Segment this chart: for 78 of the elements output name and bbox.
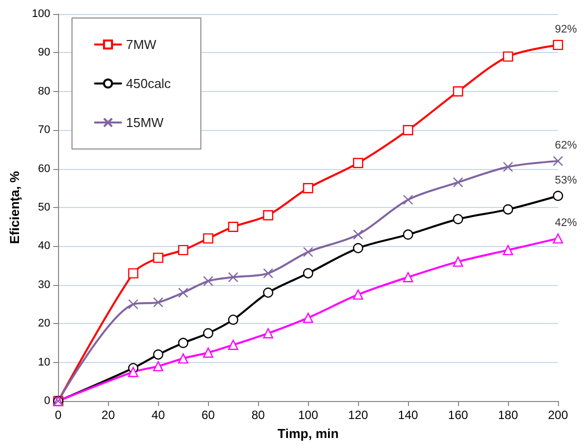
point	[552, 190, 564, 201]
point	[303, 246, 314, 258]
point	[452, 256, 464, 267]
y-tick-label: 10	[38, 356, 50, 368]
point	[552, 40, 564, 50]
point	[263, 210, 274, 220]
point	[228, 340, 238, 350]
y-tick-label: 90	[38, 46, 50, 59]
point	[402, 194, 414, 205]
x-tick-label: 200	[548, 408, 568, 422]
y-tick-label: 70	[38, 124, 50, 136]
data-label: 92%	[554, 23, 578, 36]
point	[263, 268, 274, 278]
point	[552, 156, 564, 166]
point	[153, 361, 164, 372]
x-tick-label: 0	[54, 408, 62, 422]
y-tick-label: 0	[44, 395, 50, 407]
legend-label: 15MW	[126, 115, 164, 130]
point	[203, 276, 214, 286]
point	[402, 229, 414, 240]
point	[263, 328, 274, 338]
point	[452, 214, 464, 224]
point	[203, 328, 214, 338]
point	[502, 51, 514, 62]
point	[402, 272, 414, 282]
x-tick-label: 60	[201, 408, 216, 422]
y-tick-label: 80	[38, 85, 50, 98]
point	[353, 289, 364, 300]
y-axis-title: Eficienţa, %	[7, 170, 22, 244]
point	[178, 244, 188, 256]
legend-label: 7MW	[126, 37, 158, 52]
point	[178, 288, 188, 298]
x-tick-label: 180	[498, 408, 518, 422]
point	[303, 312, 314, 323]
point	[178, 353, 188, 364]
point	[502, 162, 514, 172]
y-tick-label: 100	[32, 8, 50, 20]
point	[402, 125, 414, 136]
point	[263, 288, 274, 298]
point	[128, 268, 138, 278]
point	[552, 233, 564, 244]
point	[353, 158, 364, 168]
data-label: 62%	[554, 139, 578, 152]
point	[203, 233, 214, 244]
point	[178, 338, 188, 348]
point	[228, 314, 238, 325]
point	[228, 272, 238, 282]
point	[153, 252, 164, 263]
x-tick-label: 160	[448, 408, 468, 422]
point	[502, 244, 514, 256]
point	[128, 299, 138, 310]
point	[128, 366, 138, 378]
point	[203, 348, 214, 358]
x-tick-label: 100	[298, 408, 318, 422]
point	[228, 222, 238, 232]
point	[353, 229, 364, 240]
data-label: 53%	[554, 174, 578, 186]
point	[303, 268, 314, 278]
point	[153, 297, 164, 308]
y-tick-label: 30	[38, 278, 50, 291]
point	[353, 243, 364, 254]
legend-label: 450calc	[126, 76, 172, 91]
x-tick-label: 40	[152, 408, 166, 422]
data-label: 42%	[554, 216, 578, 229]
x-tick-label: 80	[251, 408, 266, 422]
y-tick-label: 40	[38, 240, 50, 252]
point	[153, 349, 164, 360]
y-tick-label: 50	[38, 202, 50, 214]
y-tick-label: 20	[38, 318, 50, 330]
x-tick-label: 140	[398, 408, 418, 422]
x-tick-label: 120	[348, 408, 368, 422]
x-axis-title: Timp, min	[278, 426, 339, 441]
point	[452, 86, 464, 96]
y-tick-label: 60	[38, 162, 50, 175]
point	[303, 183, 314, 194]
point	[452, 177, 464, 188]
x-tick-label: 20	[102, 408, 116, 422]
point	[502, 204, 514, 215]
